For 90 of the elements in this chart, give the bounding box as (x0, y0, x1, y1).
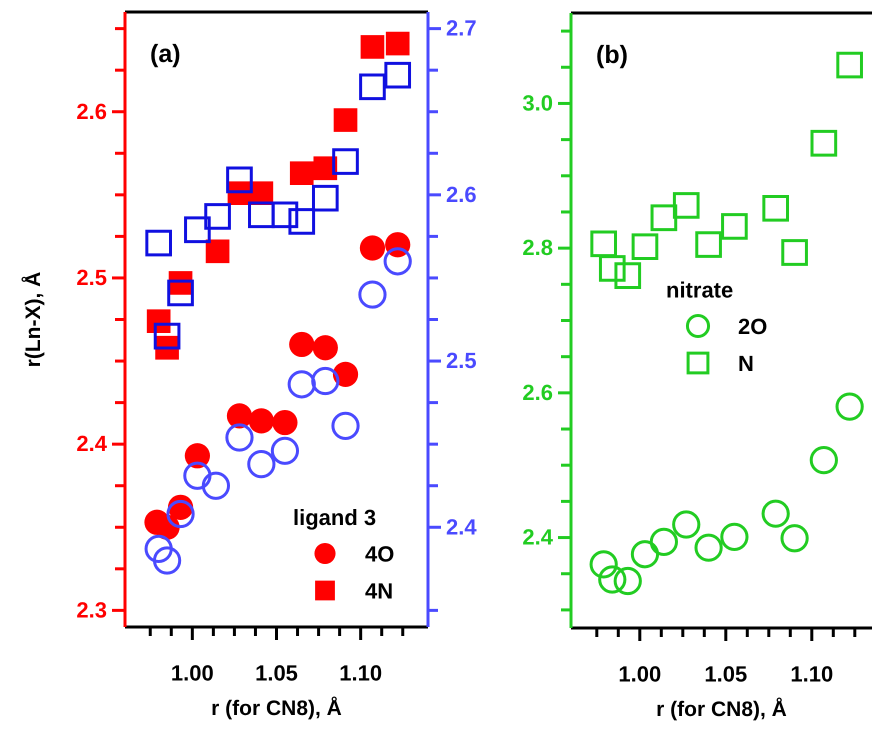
point (672, 192, 700, 219)
legend-label: 4N (365, 578, 394, 604)
y2-tick-label: 2.5 (446, 348, 477, 374)
point (226, 166, 253, 194)
point (780, 524, 809, 552)
point (312, 335, 338, 360)
point (334, 108, 358, 132)
point (360, 35, 384, 59)
text: (b) (596, 41, 628, 69)
point (598, 565, 626, 594)
point (359, 73, 386, 100)
y2-tick-label: 2.7 (446, 16, 477, 41)
x-tick-label: 1.05 (704, 662, 748, 687)
y2-tick-label: 2.4 (446, 514, 478, 540)
point (650, 204, 678, 232)
legend-label: N (738, 351, 754, 376)
point (632, 233, 658, 260)
point (836, 52, 863, 78)
point (184, 216, 211, 244)
point (248, 408, 274, 434)
point (762, 195, 790, 222)
point (672, 510, 700, 539)
x-tick-label: 1.10 (339, 660, 382, 686)
point (167, 280, 194, 306)
point (247, 450, 276, 478)
y-tick-label: 2.4 (522, 524, 554, 550)
y-axis-title: r(Ln-X), Å (21, 272, 45, 368)
point (598, 255, 626, 282)
point (312, 184, 339, 212)
y-tick-label: 2.5 (76, 264, 107, 290)
y-tick-label: 2.6 (522, 380, 553, 405)
x-axis-title: r (for CN8), Å (656, 697, 787, 721)
point (204, 203, 231, 230)
point (721, 213, 748, 240)
point (331, 412, 360, 440)
point (590, 550, 618, 578)
x-axis-title: r (for CN8), Å (211, 696, 342, 720)
text: (a) (150, 40, 181, 68)
point (332, 148, 359, 175)
legend-label: 2O (738, 314, 768, 339)
point (358, 280, 387, 309)
point (288, 208, 316, 235)
point (360, 235, 386, 261)
point (166, 500, 195, 528)
y-tick-label: 2.8 (522, 235, 553, 260)
point (152, 546, 182, 575)
point (810, 446, 838, 474)
point (332, 362, 358, 387)
legend-label: 4O (365, 542, 394, 566)
legend-title: nitrate (666, 278, 734, 302)
point (272, 201, 298, 228)
point (694, 534, 723, 562)
point (720, 522, 749, 551)
y-tick-label: 2.3 (76, 597, 107, 622)
point (614, 262, 642, 289)
point (384, 247, 412, 276)
x-tick-label: 1.10 (790, 662, 834, 687)
point (270, 436, 300, 465)
point (272, 410, 298, 436)
point (810, 130, 838, 157)
y-tick-label: 2.4 (76, 431, 108, 456)
point (762, 500, 790, 528)
point (695, 231, 722, 258)
x-tick-label: 1.00 (170, 660, 214, 686)
x-tick-label: 1.05 (255, 660, 298, 686)
legend-title: ligand 3 (293, 505, 376, 530)
point (384, 62, 412, 88)
y2-tick-label: 2.6 (446, 182, 477, 207)
point (202, 472, 230, 500)
point (183, 462, 212, 490)
point (206, 240, 230, 264)
point (650, 528, 678, 556)
point (289, 332, 314, 358)
y-tick-label: 3.0 (522, 90, 553, 116)
point (386, 32, 410, 56)
point (630, 540, 660, 568)
point (154, 322, 180, 350)
x-tick-label: 1.00 (618, 662, 662, 687)
point (290, 161, 314, 186)
point (184, 443, 210, 468)
point (288, 370, 316, 398)
point (614, 566, 642, 596)
y-tick-label: 2.6 (76, 98, 107, 124)
point (590, 230, 618, 258)
point (144, 534, 173, 563)
point (836, 392, 864, 421)
point (311, 366, 340, 396)
point (781, 239, 808, 266)
point (225, 423, 254, 452)
point (145, 230, 172, 256)
